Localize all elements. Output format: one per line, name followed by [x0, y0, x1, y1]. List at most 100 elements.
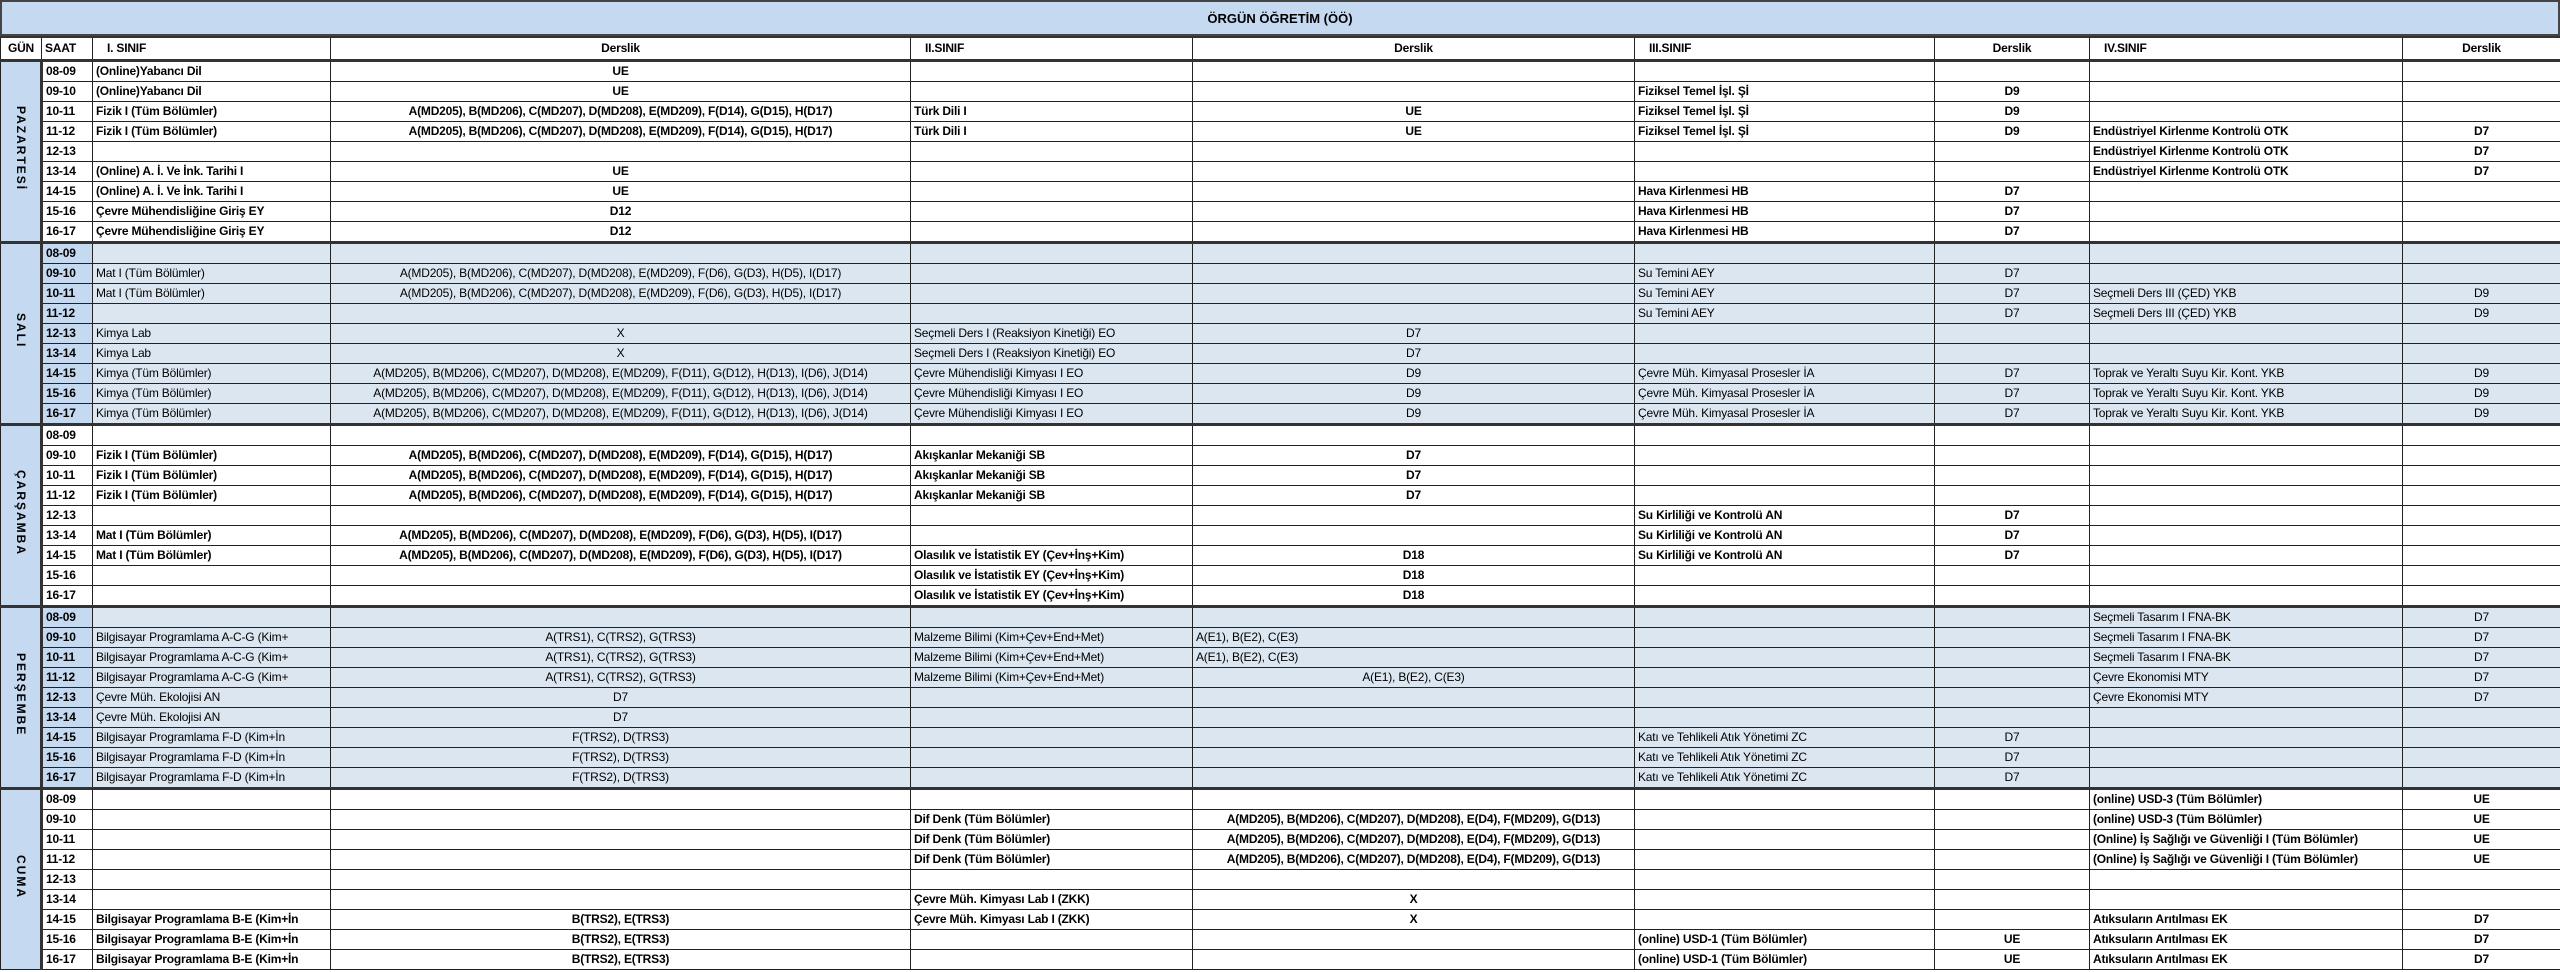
- course-cell[interactable]: Su Temini AEY: [1634, 303, 1935, 324]
- room-cell[interactable]: [330, 505, 911, 526]
- room-cell[interactable]: A(E1), B(E2), C(E3): [1192, 667, 1635, 688]
- room-cell[interactable]: A(MD205), B(MD206), C(MD207), D(MD208), …: [1192, 809, 1635, 830]
- course-cell[interactable]: [92, 585, 331, 607]
- course-cell[interactable]: [1634, 647, 1935, 668]
- room-cell[interactable]: [2402, 81, 2560, 102]
- room-cell[interactable]: [1192, 605, 1635, 628]
- room-cell[interactable]: D7: [1934, 545, 2090, 566]
- course-cell[interactable]: [92, 565, 331, 586]
- room-cell[interactable]: D7: [1934, 303, 2090, 324]
- course-cell[interactable]: Seçmeli Tasarım I FNA-BK: [2089, 605, 2403, 628]
- course-cell[interactable]: [1634, 565, 1935, 586]
- course-cell[interactable]: Fizik I (Tüm Bölümler): [92, 101, 331, 122]
- room-cell[interactable]: [1934, 849, 2090, 870]
- room-cell[interactable]: A(MD205), B(MD206), C(MD207), D(MD208), …: [330, 445, 911, 466]
- room-cell[interactable]: D9: [1934, 121, 2090, 142]
- course-cell[interactable]: [92, 141, 331, 162]
- room-cell[interactable]: F(TRS2), D(TRS3): [330, 727, 911, 748]
- course-cell[interactable]: Bilgisayar Programlama A-C-G (Kim+: [92, 627, 331, 648]
- course-cell[interactable]: [910, 605, 1193, 628]
- course-cell[interactable]: [1634, 585, 1935, 607]
- course-cell[interactable]: Bilgisayar Programlama F-D (Kim+İn: [92, 767, 331, 789]
- room-cell[interactable]: D7: [2402, 121, 2560, 142]
- course-cell[interactable]: [2089, 445, 2403, 466]
- room-cell[interactable]: [1934, 889, 2090, 910]
- course-cell[interactable]: [2089, 525, 2403, 546]
- room-cell[interactable]: UE: [330, 81, 911, 102]
- course-cell[interactable]: Çevre Mühendisliği Kimyası I EO: [910, 383, 1193, 404]
- course-cell[interactable]: Çevre Müh. Kimyası Lab I (ZKK): [910, 889, 1193, 910]
- room-cell[interactable]: [1192, 707, 1635, 728]
- course-cell[interactable]: (online) USD-1 (Tüm Bölümler): [1634, 929, 1935, 950]
- room-cell[interactable]: X: [330, 323, 911, 344]
- room-cell[interactable]: D18: [1192, 585, 1635, 607]
- course-cell[interactable]: [910, 161, 1193, 182]
- room-cell[interactable]: D7: [1192, 465, 1635, 486]
- time-cell[interactable]: 12-13: [41, 687, 93, 708]
- course-cell[interactable]: [92, 829, 331, 850]
- header-class-2[interactable]: II.SINIF: [910, 36, 1193, 62]
- time-cell[interactable]: 11-12: [41, 485, 93, 506]
- course-cell[interactable]: [92, 303, 331, 324]
- course-cell[interactable]: (Online)Yabancı Dil: [92, 81, 331, 102]
- course-cell[interactable]: [2089, 565, 2403, 586]
- time-cell[interactable]: 11-12: [41, 849, 93, 870]
- room-cell[interactable]: A(MD205), B(MD206), C(MD207), D(MD208), …: [1192, 849, 1635, 870]
- room-cell[interactable]: D9: [1192, 383, 1635, 404]
- room-cell[interactable]: [330, 787, 911, 810]
- time-cell[interactable]: 13-14: [41, 889, 93, 910]
- course-cell[interactable]: [1634, 59, 1935, 82]
- course-cell[interactable]: Hava Kirlenmesi HB: [1634, 221, 1935, 243]
- room-cell[interactable]: A(TRS1), C(TRS2), G(TRS3): [330, 667, 911, 688]
- course-cell[interactable]: [2089, 423, 2403, 446]
- course-cell[interactable]: [1634, 485, 1935, 506]
- time-cell[interactable]: 08-09: [41, 787, 93, 810]
- room-cell[interactable]: [330, 241, 911, 264]
- course-cell[interactable]: [1634, 445, 1935, 466]
- room-cell[interactable]: UE: [330, 181, 911, 202]
- time-cell[interactable]: 14-15: [41, 363, 93, 384]
- room-cell[interactable]: D9: [1934, 101, 2090, 122]
- time-cell[interactable]: 11-12: [41, 667, 93, 688]
- room-cell[interactable]: D9: [1192, 403, 1635, 425]
- course-cell[interactable]: Çevre Mühendisliğine Giriş EY: [92, 221, 331, 243]
- course-cell[interactable]: [910, 525, 1193, 546]
- time-cell[interactable]: 16-17: [41, 403, 93, 425]
- time-cell[interactable]: 14-15: [41, 181, 93, 202]
- course-cell[interactable]: [2089, 201, 2403, 222]
- time-cell[interactable]: 09-10: [41, 627, 93, 648]
- room-cell[interactable]: [330, 585, 911, 607]
- time-cell[interactable]: 16-17: [41, 767, 93, 789]
- header-room-3[interactable]: Derslik: [1934, 36, 2090, 62]
- room-cell[interactable]: A(MD205), B(MD206), C(MD207), D(MD208), …: [330, 485, 911, 506]
- room-cell[interactable]: [1192, 81, 1635, 102]
- room-cell[interactable]: D9: [1934, 81, 2090, 102]
- room-cell[interactable]: [1934, 707, 2090, 728]
- room-cell[interactable]: UE: [1934, 949, 2090, 970]
- room-cell[interactable]: [1192, 181, 1635, 202]
- course-cell[interactable]: (Online) İş Sağlığı ve Güvenliği I (Tüm …: [2089, 829, 2403, 850]
- room-cell[interactable]: A(MD205), B(MD206), C(MD207), D(MD208), …: [1192, 829, 1635, 850]
- room-cell[interactable]: [2402, 889, 2560, 910]
- room-cell[interactable]: [1192, 767, 1635, 789]
- course-cell[interactable]: (online) USD-3 (Tüm Bölümler): [2089, 809, 2403, 830]
- time-cell[interactable]: 08-09: [41, 605, 93, 628]
- room-cell[interactable]: B(TRS2), E(TRS3): [330, 949, 911, 970]
- room-cell[interactable]: D7: [1192, 445, 1635, 466]
- room-cell[interactable]: [1192, 929, 1635, 950]
- course-cell[interactable]: [910, 727, 1193, 748]
- course-cell[interactable]: (online) USD-3 (Tüm Bölümler): [2089, 787, 2403, 810]
- room-cell[interactable]: X: [330, 343, 911, 364]
- course-cell[interactable]: [1634, 869, 1935, 890]
- course-cell[interactable]: Bilgisayar Programlama B-E (Kim+İn: [92, 929, 331, 950]
- course-cell[interactable]: Endüstriyel Kirlenme Kontrolü OTK: [2089, 161, 2403, 182]
- room-cell[interactable]: A(TRS1), C(TRS2), G(TRS3): [330, 627, 911, 648]
- course-cell[interactable]: Fiziksel Temel İşl. Şİ: [1634, 101, 1935, 122]
- course-cell[interactable]: Bilgisayar Programlama A-C-G (Kim+: [92, 647, 331, 668]
- course-cell[interactable]: Toprak ve Yeraltı Suyu Kir. Kont. YKB: [2089, 403, 2403, 425]
- room-cell[interactable]: [1934, 585, 2090, 607]
- room-cell[interactable]: [2402, 565, 2560, 586]
- room-cell[interactable]: [2402, 525, 2560, 546]
- course-cell[interactable]: Seçmeli Ders I (Reaksiyon Kinetiği) EO: [910, 343, 1193, 364]
- room-cell[interactable]: A(MD205), B(MD206), C(MD207), D(MD208), …: [330, 403, 911, 425]
